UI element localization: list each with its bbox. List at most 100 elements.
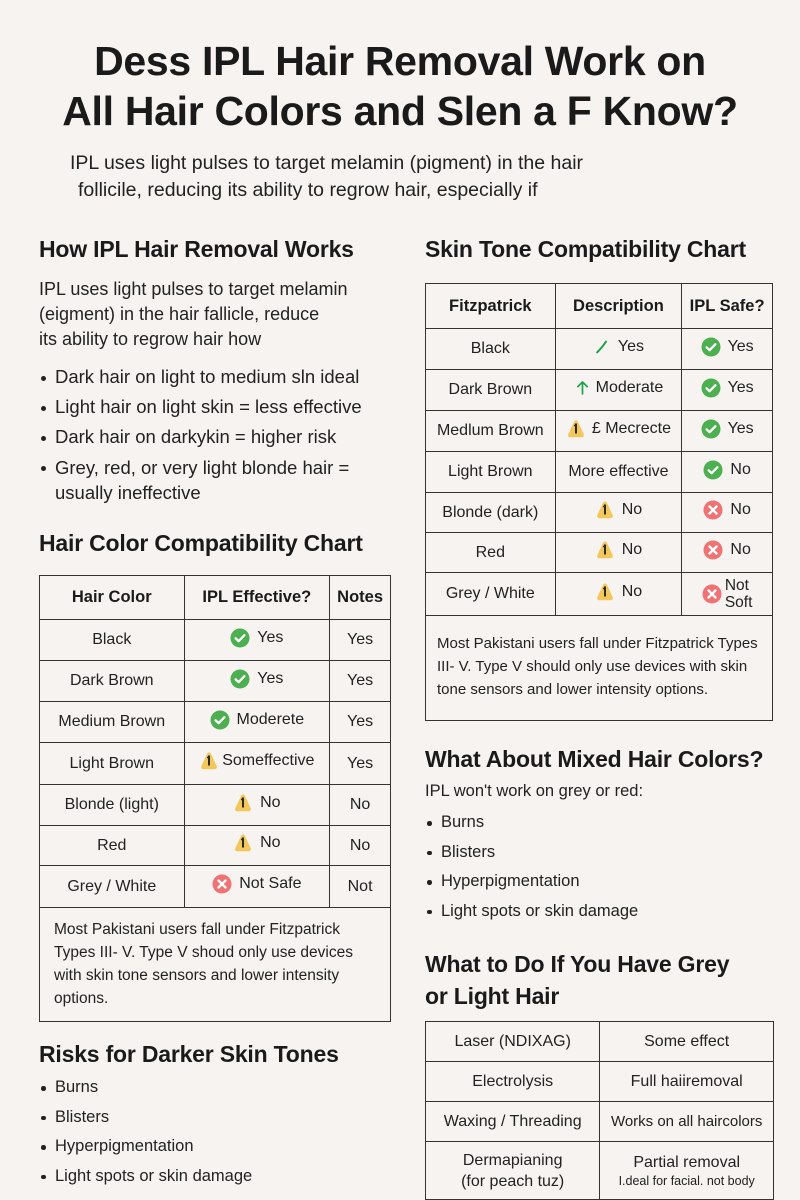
warning-icon: [595, 540, 615, 560]
result-cell: Some effect: [599, 1021, 774, 1062]
table-header-row: Hair Color IPL Effective? Notes: [39, 575, 391, 620]
description-value: No: [621, 501, 643, 518]
hair-color-cell: Grey / White: [39, 865, 185, 908]
effective-value: Moderete: [236, 710, 305, 728]
skin-chart-heading: Skin Tone Compatibility Chart: [425, 236, 746, 262]
method-cell: Dermapianing (for peach tuz): [424, 1141, 601, 1200]
safe-cell: Yes: [681, 328, 773, 370]
description-value: Yes: [617, 337, 644, 355]
result-cell: Partial removal I.deal for facial. not bo…: [599, 1141, 774, 1200]
list-item: Burns: [425, 808, 795, 838]
skin-chart-section: Skin Tone Compatibility Chart Fitzpatric…: [425, 236, 773, 721]
safe-value-line: Not: [724, 577, 749, 594]
mixed-hair-heading: What About Mixed Hair Colors?: [425, 746, 764, 772]
check-circle-icon: [703, 460, 723, 480]
safe-value: No: [730, 460, 751, 478]
risks-list: Burns Blisters Hyperpigmentation Light s…: [39, 1073, 339, 1191]
description-cell: Moderate: [554, 369, 683, 411]
effective-value: Not Safe: [239, 875, 302, 892]
table-row: Waxing / Threading Works on all haircolo…: [424, 1101, 774, 1142]
notes-cell: Yes: [329, 660, 391, 702]
skin-tone-table: Fitzpatrick Description IPL Safe? Black …: [425, 283, 773, 721]
hair-color-cell: Light Brown: [39, 742, 185, 785]
hair-color-cell: Black: [39, 619, 185, 661]
table-row: Light Brown More effective No: [425, 451, 773, 493]
table-row: Red No No: [39, 825, 391, 866]
effective-cell: No: [183, 825, 331, 866]
warning-icon: [233, 833, 253, 853]
page-title-line-2: All Hair Colors and Slen a F Know?: [62, 88, 738, 134]
effective-cell: Yes: [183, 660, 331, 702]
table-row: Grey / White Not Safe Not: [39, 865, 391, 908]
table-footnote-row: Most Pakistani users fall under Fitzpatr…: [39, 907, 391, 1022]
fitzpatrick-cell: Black: [425, 328, 556, 370]
safe-cell: Yes: [681, 369, 773, 411]
table-row: Medlum Brown £ Mecrecte Yes: [425, 410, 773, 452]
check-circle-icon: [230, 669, 250, 689]
table-footnote-row: Most Pakistani users fall under Fitzpatr…: [425, 615, 773, 721]
description-value: Moderate: [595, 378, 664, 396]
method-cell: Electrolysis: [424, 1061, 601, 1102]
paragraph-line: IPL uses light pulses to target melamin: [39, 279, 348, 299]
heading-line: or Light Hair: [425, 983, 560, 1009]
page-title: Dess IPL Hair Removal Work on All Hair C…: [0, 36, 800, 136]
notes-cell: No: [329, 825, 391, 866]
hair-chart-heading: Hair Color Compatibility Chart: [39, 530, 363, 556]
effective-value: No: [260, 793, 281, 811]
effective-value: No: [260, 834, 281, 851]
intro-line-1: IPL uses light pulses to target melamin …: [70, 152, 584, 174]
method-cell: Waxing / Threading: [424, 1101, 601, 1142]
description-value: No: [621, 582, 643, 600]
how-it-works-section: How IPL Hair Removal Works IPL uses ligh…: [39, 236, 409, 505]
risks-section: Risks for Darker Skin Tones Burns Bliste…: [39, 1041, 339, 1191]
check-circle-icon: [701, 419, 721, 439]
method-line: (for peach tuz): [461, 1172, 565, 1190]
mixed-hair-lead: IPL won't work on grey or red:: [425, 782, 644, 800]
notes-cell: Yes: [329, 619, 391, 661]
notes-cell: Yes: [329, 701, 391, 743]
fitzpatrick-cell: Red: [425, 532, 556, 573]
description-cell: No: [554, 532, 683, 573]
effective-cell: No: [183, 784, 331, 826]
safe-cell: Yes: [681, 410, 773, 452]
heading-line: What to Do If You Have Grey: [425, 951, 730, 977]
result-cell: Works on all haircolors: [599, 1101, 774, 1142]
paragraph-line: its ability to regrow hair how: [39, 329, 262, 349]
description-value: £ Mecrecte: [591, 419, 671, 437]
hair-color-table: Hair Color IPL Effective? Notes Black Ye…: [39, 575, 391, 1022]
notes-cell: No: [329, 784, 391, 826]
check-circle-icon: [210, 710, 230, 730]
notes-cell: Not: [329, 865, 391, 908]
result-note: I.deal for facial. not body: [618, 1173, 755, 1188]
effective-cell: Not Safe: [183, 865, 331, 908]
list-item: Blisters: [425, 838, 795, 868]
list-item: Light hair on light skin = less effectiv…: [39, 392, 409, 422]
safe-cell: No: [681, 492, 773, 533]
hair-color-cell: Dark Brown: [39, 660, 185, 702]
list-item: Blisters: [39, 1103, 339, 1133]
column-header: IPL Safe?: [681, 283, 773, 329]
result-cell: Full haiiremoval: [599, 1061, 774, 1102]
safe-cell: No: [681, 532, 773, 573]
hair-color-cell: Medium Brown: [39, 701, 185, 743]
description-cell: No: [554, 572, 683, 616]
hair-color-cell: Blonde (light): [39, 784, 185, 826]
alternatives-table: Laser (NDIXAG) Some effect Electrolysis …: [424, 1021, 774, 1200]
fitzpatrick-cell: Medlum Brown: [425, 410, 556, 452]
page-title-line-1: Dess IPL Hair Removal Work on: [94, 38, 706, 84]
grey-hair-heading: What to Do If You Have Grey or Light Hai…: [425, 948, 774, 1012]
fitzpatrick-cell: Grey / White: [425, 572, 556, 616]
how-it-works-list: Dark hair on light to medium sln ideal L…: [39, 362, 409, 505]
check-circle-icon: [701, 337, 721, 357]
skin-chart-footnote: Most Pakistani users fall under Fitzpatr…: [425, 615, 773, 721]
list-item: Dark hair on light to medium sln ideal: [39, 362, 409, 392]
safe-value-line: Soft: [724, 594, 753, 611]
safe-value: No: [730, 541, 751, 558]
effective-value: Yes: [257, 669, 284, 687]
column-header: Hair Color: [39, 575, 185, 620]
hair-chart-section: Hair Color Compatibility Chart Hair Colo…: [39, 530, 391, 1022]
risks-heading: Risks for Darker Skin Tones: [39, 1041, 339, 1067]
list-item: Dark hair on darkykin = higher risk: [39, 422, 409, 452]
column-header: Fitzpatrick: [425, 283, 556, 329]
intro-paragraph: IPL uses light pulses to target melamin …: [60, 150, 760, 204]
